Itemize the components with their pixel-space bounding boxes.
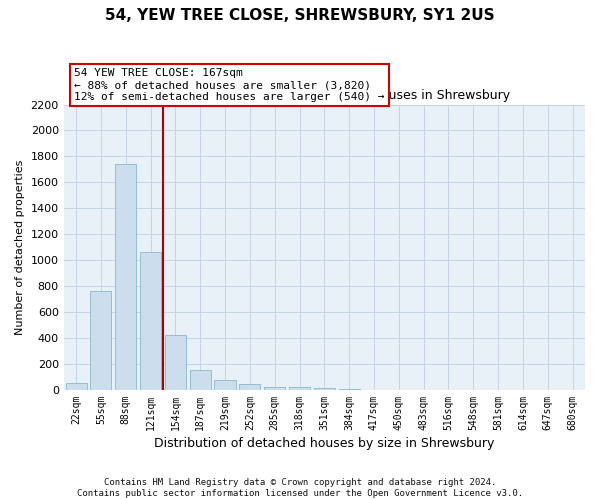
X-axis label: Distribution of detached houses by size in Shrewsbury: Distribution of detached houses by size … [154, 437, 494, 450]
Bar [239, 384, 260, 390]
Bar [289, 388, 310, 390]
Bar [214, 380, 236, 390]
Bar [140, 252, 161, 390]
Title: Size of property relative to detached houses in Shrewsbury: Size of property relative to detached ho… [139, 89, 510, 102]
Text: 54 YEW TREE CLOSE: 167sqm
← 88% of detached houses are smaller (3,820)
12% of se: 54 YEW TREE CLOSE: 167sqm ← 88% of detac… [74, 68, 385, 102]
Bar [91, 292, 112, 390]
Y-axis label: Number of detached properties: Number of detached properties [15, 160, 25, 335]
Text: Contains HM Land Registry data © Crown copyright and database right 2024.
Contai: Contains HM Land Registry data © Crown c… [77, 478, 523, 498]
Bar [264, 386, 285, 390]
Text: 54, YEW TREE CLOSE, SHREWSBURY, SY1 2US: 54, YEW TREE CLOSE, SHREWSBURY, SY1 2US [105, 8, 495, 22]
Bar [190, 370, 211, 390]
Bar [165, 336, 186, 390]
Bar [115, 164, 136, 390]
Bar [314, 388, 335, 390]
Bar [65, 383, 86, 390]
